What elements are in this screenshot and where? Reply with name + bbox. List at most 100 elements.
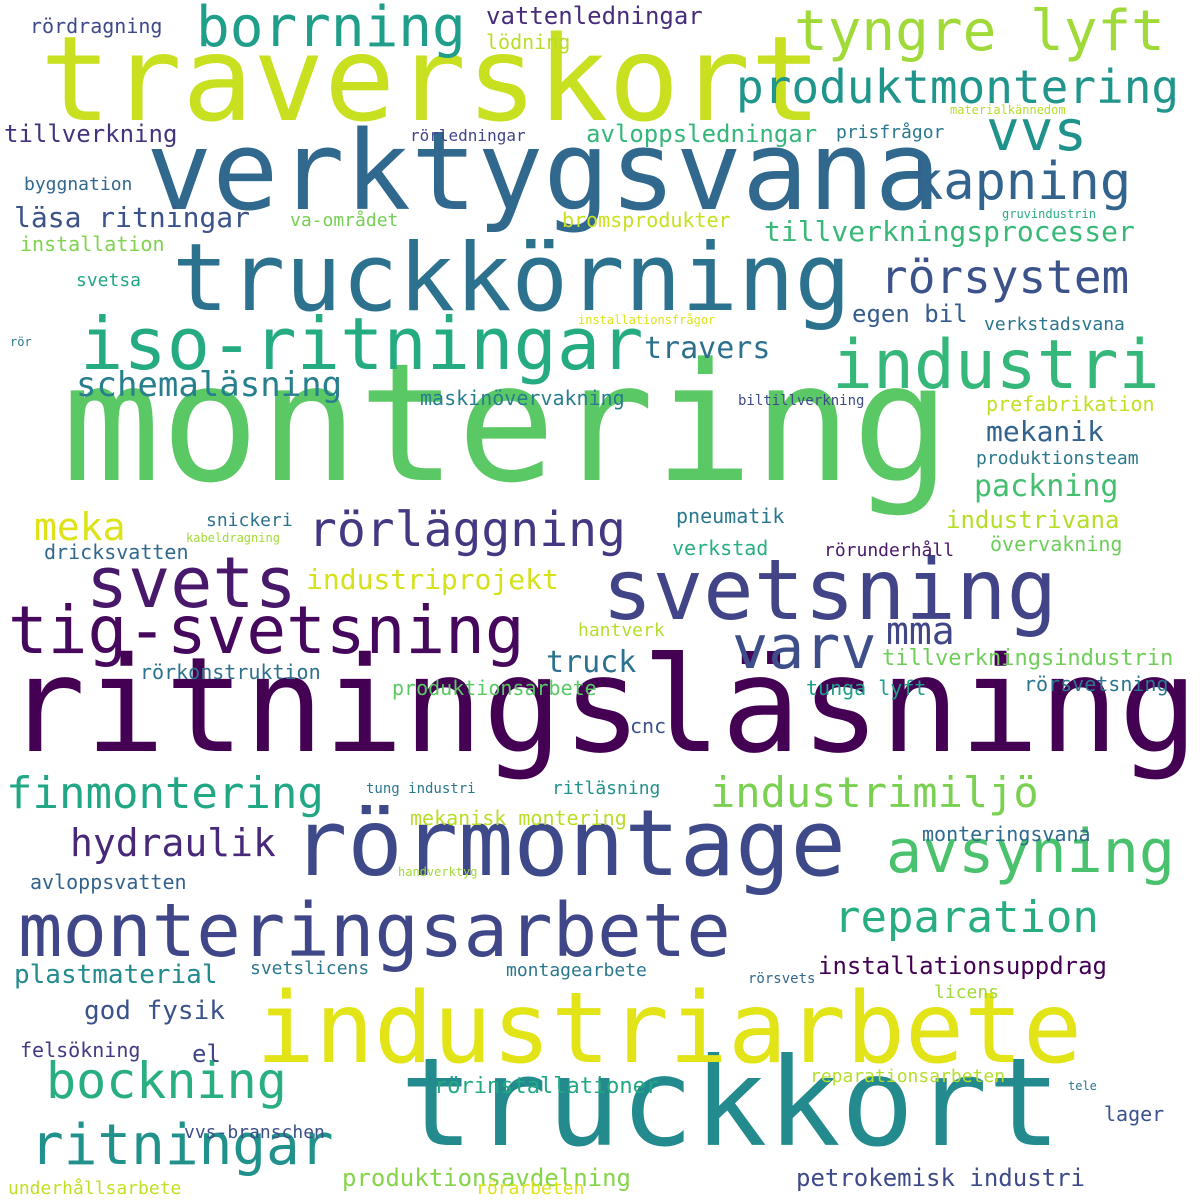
word: verktygsvana: [146, 107, 941, 235]
word: rörkonstruktion: [140, 660, 321, 684]
word: industriprojekt: [306, 563, 559, 596]
word: el: [192, 1040, 221, 1068]
word: svetsa: [76, 270, 142, 291]
word: verkstadsvana: [984, 314, 1125, 335]
word: dricksvatten: [44, 540, 189, 564]
word: produktionsarbete: [392, 676, 597, 700]
word: vattenledningar: [486, 2, 703, 30]
word: god fysik: [84, 996, 225, 1026]
word: rörmontage: [292, 790, 846, 897]
word: traverskort: [40, 10, 822, 148]
word: prisfrågor: [836, 122, 945, 143]
word: lödning: [486, 30, 571, 54]
word: rörarbeten: [476, 1178, 585, 1199]
word: rörinstallationer: [434, 1074, 660, 1099]
word: läsa ritningar: [14, 201, 251, 234]
word: mekanik: [986, 415, 1105, 448]
word: rör: [10, 335, 32, 349]
word: hantverk: [578, 620, 665, 641]
word: packning: [974, 469, 1119, 504]
word: rörunderhåll: [824, 540, 955, 561]
word: gruvindustrin: [1002, 207, 1096, 221]
word: ritningar: [30, 1113, 334, 1178]
word: tillverkningsprocesser: [764, 215, 1135, 248]
word: installationsuppdrag: [818, 952, 1107, 980]
word: travers: [644, 331, 771, 366]
word: industrimiljö: [710, 768, 1039, 817]
word: finmontering: [6, 768, 324, 819]
word: tig-svetsning: [8, 592, 525, 669]
word: truck: [546, 645, 637, 680]
word: svetslicens: [250, 958, 370, 979]
word: hydraulik: [70, 821, 276, 865]
word: truckkort: [400, 1032, 1062, 1174]
word: lager: [1104, 1102, 1165, 1126]
word: iso-ritningar: [80, 302, 644, 386]
word: plastmaterial: [14, 960, 218, 990]
word: produktmontering: [736, 60, 1180, 114]
word: tunga lyft: [806, 676, 927, 700]
word: vvs-branschen: [184, 1122, 325, 1143]
word: monteringsvana: [922, 822, 1091, 846]
word: svets: [86, 542, 297, 624]
word: industriarbete: [256, 972, 1083, 1086]
word: mma: [886, 609, 955, 653]
word: maskinövervakning: [420, 386, 625, 410]
word: varv: [732, 613, 877, 683]
word: svetsning: [602, 541, 1058, 639]
word: reparation: [834, 892, 1099, 943]
word: bromsprodukter: [562, 208, 731, 232]
word: materialkännedom: [950, 103, 1066, 117]
word: borrning: [196, 0, 466, 60]
word: rörsvetsning: [1024, 672, 1169, 696]
word: ritläsning: [552, 778, 661, 799]
word: byggnation: [24, 174, 133, 195]
word: rörläggning: [308, 502, 626, 558]
word: underhållsarbete: [8, 1178, 182, 1199]
word: montering: [62, 328, 951, 519]
word: installationsfrågor: [578, 313, 716, 327]
word: produktionsteam: [976, 448, 1139, 469]
word: ritningsläsning: [6, 629, 1199, 783]
word: cnc: [630, 714, 667, 738]
word: schemaläsning: [76, 365, 343, 405]
word: industri: [832, 326, 1160, 405]
word: tung industri: [366, 781, 476, 797]
word: rörsvets: [748, 971, 816, 987]
word: installation: [20, 232, 165, 256]
word: mekanisk montering: [410, 806, 627, 830]
word: rörsystem: [880, 250, 1130, 304]
word: licens: [934, 982, 1000, 1003]
word: prefabrikation: [986, 392, 1155, 416]
word: rörledningar: [410, 126, 526, 145]
word: kabeldragning: [186, 531, 280, 545]
word: rördragning: [30, 14, 163, 38]
word: handverktyg: [398, 865, 478, 879]
word: tillverkning: [4, 120, 178, 148]
word: tyngre lyft: [794, 0, 1165, 64]
word: montagearbete: [506, 960, 647, 981]
word: monteringsarbete: [18, 888, 731, 974]
word: felsökning: [20, 1038, 141, 1062]
word: vvs: [986, 99, 1088, 164]
word: bockning: [46, 1052, 287, 1110]
word: va-området: [290, 210, 399, 231]
word: reparationsarbeten: [810, 1066, 1006, 1087]
word: kapning: [912, 152, 1132, 212]
word: egen bil: [852, 300, 968, 328]
word: tele: [1068, 1079, 1097, 1093]
word: pneumatik: [676, 504, 785, 528]
word: verkstad: [672, 536, 769, 560]
word: avsyning: [886, 817, 1175, 887]
word: biltillverkning: [738, 393, 865, 409]
word: avloppsvatten: [30, 870, 187, 894]
word: snickeri: [206, 510, 293, 531]
word: truckkörning: [172, 224, 852, 333]
word: meka: [34, 505, 126, 549]
word: tillverkningsindustrin: [882, 646, 1174, 671]
word: industrivana: [946, 506, 1120, 534]
word: produktionsavdelning: [342, 1164, 631, 1192]
word: petrokemisk industri: [796, 1164, 1085, 1192]
word: avloppsledningar: [586, 120, 818, 148]
